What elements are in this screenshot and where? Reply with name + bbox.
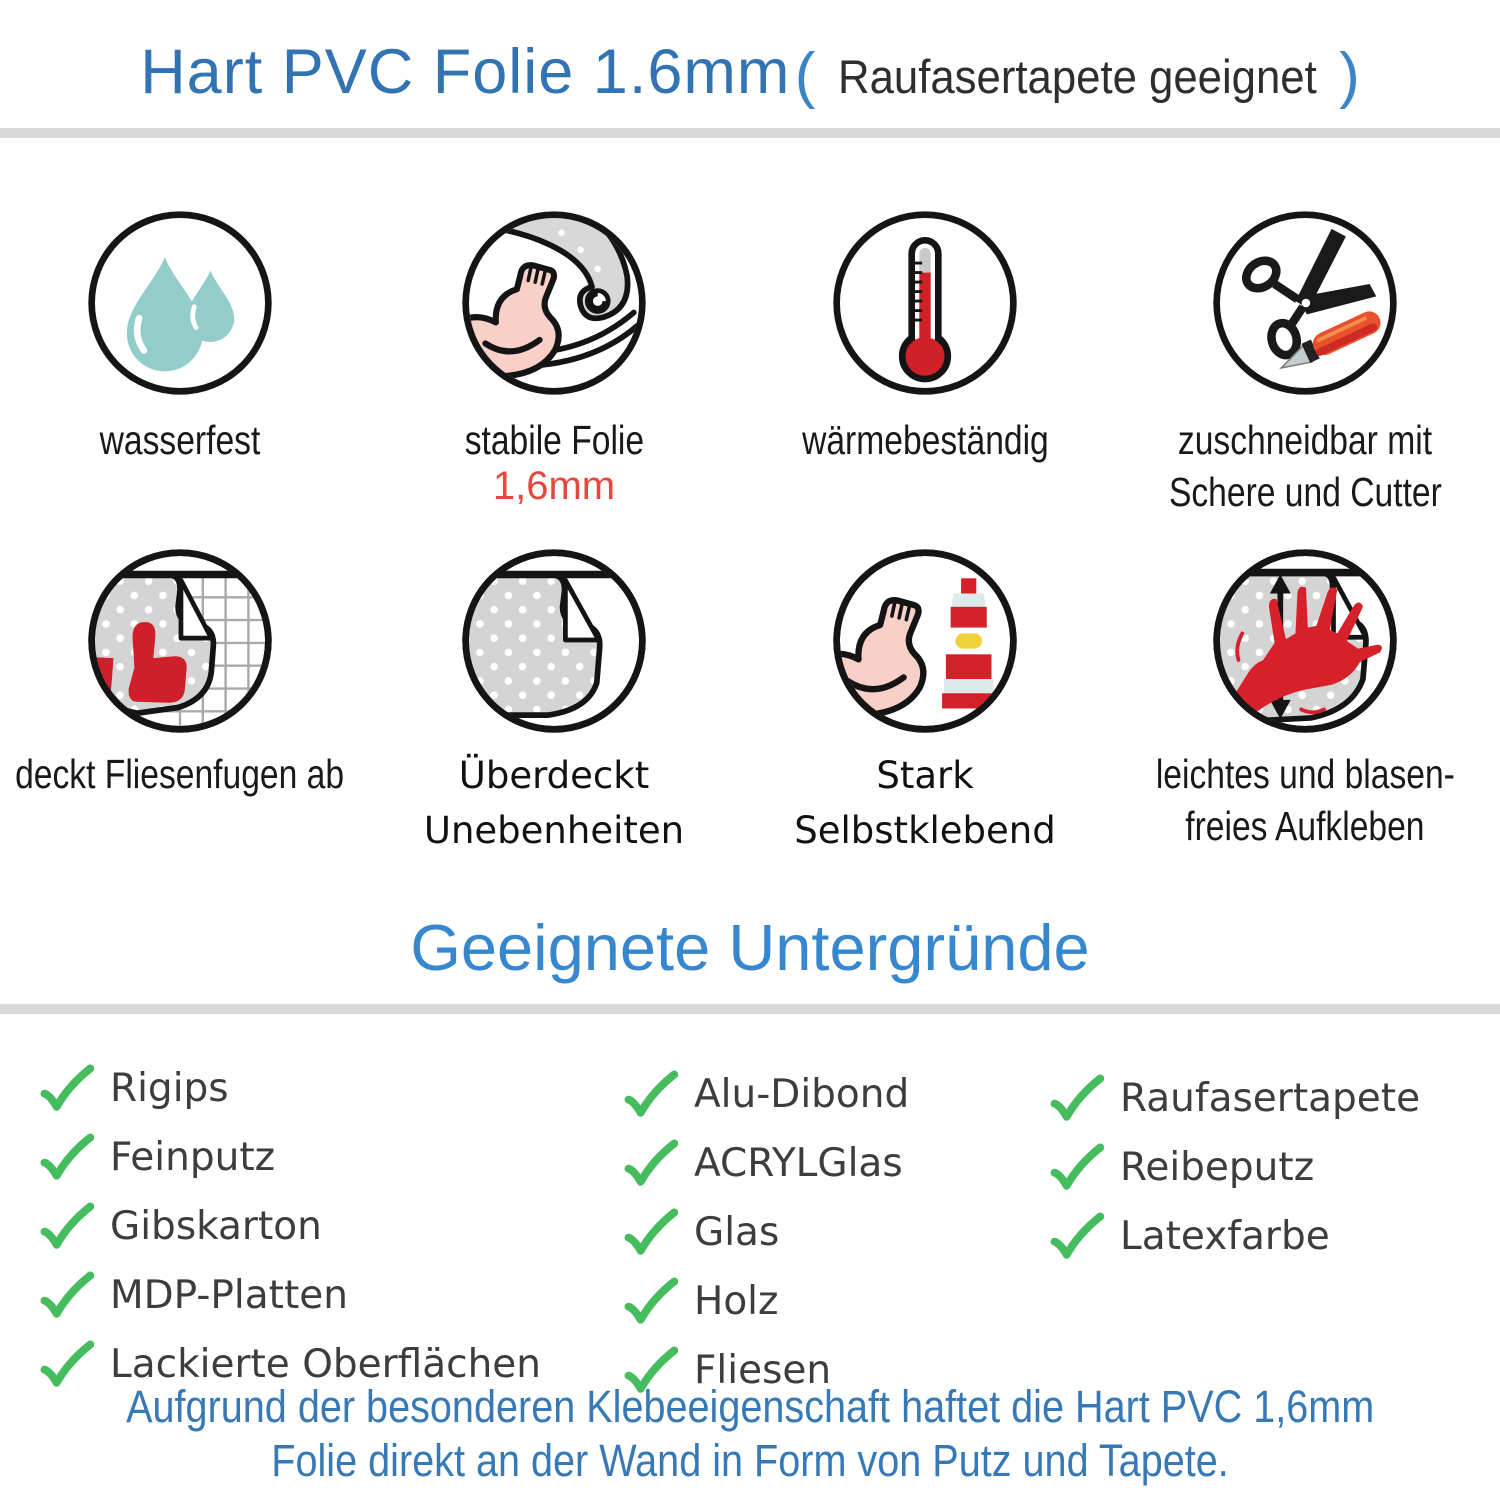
check-icon [40, 1202, 94, 1249]
footer-note: Aufgrund der besonderen Klebeeigenschaft… [125, 1381, 1375, 1486]
list-item: Reibeputz [1048, 1133, 1420, 1202]
list-item: Feinputz [38, 1123, 541, 1192]
title-main: Hart PVC Folie 1.6mm [140, 37, 791, 107]
surfaces-column-3: Raufasertapete Reibeputz Latexfarbe [1048, 1064, 1420, 1271]
water-drops-icon [88, 211, 272, 395]
check-icon [1050, 1074, 1104, 1121]
feature-label-blasenfrei: leichtes und blasen- freies Aufkleben [1155, 751, 1455, 849]
feature-label-fliesenfugen: deckt Fliesenfugen ab [15, 751, 345, 797]
list-item: ACRYLGlas [622, 1129, 909, 1198]
bubble-free-icon [1213, 549, 1397, 733]
list-item: Holz [622, 1267, 909, 1336]
feature-label-stabile-folie: stabile Folie [464, 417, 644, 463]
strong-foil-icon [462, 211, 646, 395]
page-title: Hart PVC Folie 1.6mm ( Raufasertapete ge… [0, 36, 1500, 110]
check-icon [624, 1208, 678, 1255]
tile-joints-icon [88, 549, 272, 733]
check-icon [624, 1139, 678, 1186]
divider-mid [0, 1004, 1500, 1014]
check-icon [40, 1271, 94, 1318]
surfaces-column-2: Alu-Dibond ACRYLGlas Glas Holz Fliesen [622, 1060, 909, 1405]
surfaces-heading: Geeignete Untergründe [410, 911, 1090, 984]
check-icon [624, 1346, 678, 1393]
feature-label-zuschneidbar: zuschneidbar mit Schere und Cutter [1168, 417, 1442, 515]
title-subtitle: Raufasertapete geeignet [837, 50, 1317, 103]
list-item: Rigips [38, 1054, 541, 1123]
list-item: Gibskarton [38, 1192, 541, 1261]
check-icon [40, 1064, 94, 1111]
list-item: Raufasertapete [1048, 1064, 1420, 1133]
check-icon [1050, 1212, 1104, 1259]
list-item: Glas [622, 1198, 909, 1267]
feature-label-wasserfest: wasserfest [99, 417, 261, 463]
feature-label-selbstklebend: Stark Selbstklebend [794, 754, 1056, 852]
divider-top [0, 128, 1500, 138]
check-icon [40, 1133, 94, 1180]
title-paren-close: ) [1339, 41, 1360, 110]
thermometer-icon [833, 211, 1017, 395]
feature-thickness-value: 1,6mm [492, 464, 616, 508]
self-adhesive-icon [833, 549, 1017, 733]
list-item: Fliesen [622, 1336, 909, 1405]
feature-label-unebenheiten: Überdeckt Unebenheiten [423, 754, 685, 852]
check-icon [624, 1070, 678, 1117]
check-icon [40, 1340, 94, 1387]
list-item: Alu-Dibond [622, 1060, 909, 1129]
list-item: MDP-Platten [38, 1261, 541, 1330]
list-item: Lackierte Oberflächen [38, 1330, 541, 1399]
list-item: Latexfarbe [1048, 1202, 1420, 1271]
scissors-cutter-icon [1213, 211, 1397, 395]
check-icon [1050, 1143, 1104, 1190]
check-icon [624, 1277, 678, 1324]
feature-label-waermebestaendig: wärmebeständig [801, 417, 1049, 463]
covers-unevenness-icon [462, 549, 646, 733]
surfaces-column-1: Rigips Feinputz Gibskarton MDP-Platten L… [38, 1054, 541, 1399]
title-paren-open: ( [794, 41, 816, 110]
